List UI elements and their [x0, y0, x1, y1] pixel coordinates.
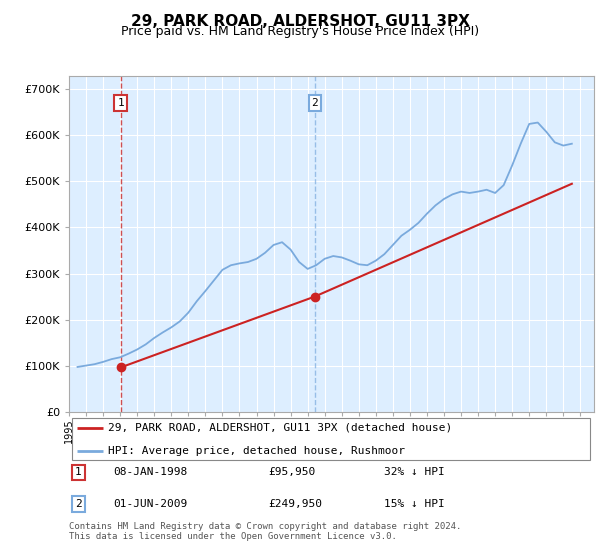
- Text: 08-JAN-1998: 08-JAN-1998: [113, 468, 188, 478]
- Text: £249,950: £249,950: [269, 500, 323, 509]
- Text: 1: 1: [117, 98, 124, 108]
- Text: £95,950: £95,950: [269, 468, 316, 478]
- Text: 32% ↓ HPI: 32% ↓ HPI: [384, 468, 445, 478]
- Text: Contains HM Land Registry data © Crown copyright and database right 2024.
This d: Contains HM Land Registry data © Crown c…: [69, 522, 461, 542]
- Text: Price paid vs. HM Land Registry's House Price Index (HPI): Price paid vs. HM Land Registry's House …: [121, 25, 479, 38]
- Text: 1: 1: [75, 468, 82, 478]
- Text: 2: 2: [75, 500, 82, 509]
- Text: 29, PARK ROAD, ALDERSHOT, GU11 3PX (detached house): 29, PARK ROAD, ALDERSHOT, GU11 3PX (deta…: [109, 423, 452, 432]
- Text: 01-JUN-2009: 01-JUN-2009: [113, 500, 188, 509]
- Text: 2: 2: [311, 98, 318, 108]
- Text: HPI: Average price, detached house, Rushmoor: HPI: Average price, detached house, Rush…: [109, 446, 406, 455]
- Text: 15% ↓ HPI: 15% ↓ HPI: [384, 500, 445, 509]
- Text: 29, PARK ROAD, ALDERSHOT, GU11 3PX: 29, PARK ROAD, ALDERSHOT, GU11 3PX: [131, 14, 469, 29]
- FancyBboxPatch shape: [71, 418, 590, 460]
